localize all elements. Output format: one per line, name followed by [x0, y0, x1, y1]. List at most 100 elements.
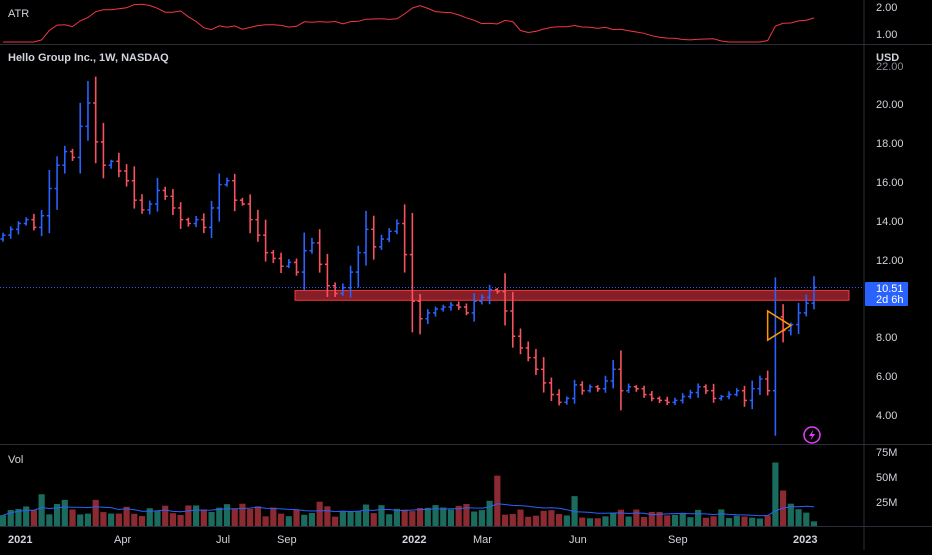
triangle-pattern[interactable] — [766, 309, 793, 342]
volume-bar — [146, 508, 153, 526]
volume-bar — [223, 504, 231, 526]
ohlc-bar — [718, 395, 724, 401]
volume-bar — [756, 518, 764, 526]
time-label-2022: 2022 — [402, 534, 426, 546]
ohlc-bar — [317, 229, 323, 273]
volume-bar — [386, 514, 393, 526]
volume-bar — [563, 515, 570, 526]
volume-bar — [718, 509, 725, 526]
ohlc-bar — [232, 173, 238, 212]
time-label-2021: 2021 — [8, 534, 32, 546]
volume-bar — [494, 475, 501, 526]
ohlc-bar — [494, 288, 500, 294]
volume-bar — [540, 510, 547, 526]
ohlc-bar — [548, 377, 554, 402]
atr-tick-1: 1.00 — [876, 29, 897, 41]
volume-bar — [370, 513, 377, 526]
volume-label[interactable]: Vol — [8, 454, 23, 466]
volume-tick-75m: 75M — [876, 447, 897, 459]
ohlc-bar — [734, 388, 740, 397]
volume-bar — [594, 518, 601, 526]
volume-bar — [656, 511, 663, 526]
ohlc-bar — [672, 397, 678, 406]
ohlc-bar — [641, 385, 647, 398]
ohlc-bar — [440, 304, 446, 312]
volume-bar — [548, 510, 555, 526]
volume-bar — [293, 509, 300, 526]
ohlc-bar — [77, 102, 83, 174]
price-tick: 14.00 — [876, 216, 904, 228]
ohlc-bar — [796, 302, 802, 334]
ohlc-bar — [626, 383, 632, 393]
volume-bar — [517, 509, 524, 526]
volume-bar — [571, 496, 578, 526]
ohlc-bar — [471, 293, 477, 322]
ohlc-bar — [39, 210, 45, 237]
ohlc-bar — [463, 303, 469, 316]
ohlc-bar — [23, 217, 29, 226]
volume-bar — [123, 506, 130, 526]
ohlc-bar — [31, 213, 37, 231]
volume-bar — [316, 501, 323, 526]
ohlc-bar — [85, 81, 91, 141]
volume-bar — [471, 511, 478, 526]
ohlc-bar — [162, 186, 168, 200]
symbol-title[interactable]: Hello Group Inc., 1W, NASDAQ — [8, 52, 169, 64]
ohlc-bar — [216, 173, 222, 222]
volume-bar — [308, 513, 316, 526]
volume-bar — [486, 500, 493, 526]
ohlc-bar — [510, 291, 516, 348]
price-tick: 6.00 — [876, 371, 897, 383]
ohlc-bar — [664, 396, 670, 406]
volume-bar — [610, 512, 617, 526]
price-tick: 12.00 — [876, 255, 904, 267]
volume-bar — [695, 509, 702, 526]
volume-bar — [416, 508, 424, 526]
ohlc-bar — [517, 328, 523, 355]
price-tick: 22.00 — [876, 61, 904, 73]
volume-bar — [324, 506, 331, 526]
ohlc-bar — [378, 234, 384, 250]
ohlc-bar — [185, 217, 191, 227]
ohlc-bar — [649, 391, 655, 402]
price-tick: 4.00 — [876, 410, 897, 422]
volume-bar — [208, 511, 215, 526]
volume-bar — [532, 515, 540, 526]
volume-bar — [301, 514, 308, 526]
volume-bar — [362, 504, 370, 526]
ohlc-bar — [703, 384, 709, 395]
ohlc-bar — [726, 391, 732, 400]
volume-bar — [617, 509, 624, 526]
ohlc-bar — [433, 306, 439, 317]
ohlc-bar — [301, 232, 307, 291]
resistance-zone[interactable] — [294, 290, 850, 301]
ohlc-bar — [595, 385, 601, 392]
ohlc-bar — [394, 219, 400, 235]
ohlc-bar — [348, 265, 354, 298]
ohlc-bar — [332, 282, 338, 297]
ohlc-bar — [278, 252, 284, 274]
time-label-jun: Jun — [569, 534, 587, 546]
ohlc-bar — [757, 375, 763, 395]
ohlc-bar — [363, 210, 369, 266]
volume-bar — [84, 513, 92, 526]
volume-bar — [285, 516, 292, 526]
lightning-bolt-icon[interactable] — [803, 426, 821, 444]
volume-bar — [733, 515, 740, 526]
time-axis[interactable]: 2021 Apr Jul Sep 2022 Mar Jun Sep 2023 — [8, 534, 817, 546]
volume-bar — [92, 499, 99, 526]
volume-bar — [478, 510, 485, 526]
ohlc-bar — [487, 284, 493, 305]
ohlc-bar — [201, 213, 207, 234]
ohlc-bar — [749, 380, 755, 410]
ohlc-bar — [108, 159, 114, 169]
ohlc-bar — [116, 152, 122, 178]
ohlc-bar — [695, 383, 701, 398]
ohlc-bar — [239, 197, 245, 206]
volume-bar — [625, 516, 632, 526]
atr-label[interactable]: ATR — [8, 8, 29, 20]
volume-bar — [803, 512, 810, 526]
time-label-2023: 2023 — [793, 534, 817, 546]
ohlc-bar — [170, 189, 176, 216]
